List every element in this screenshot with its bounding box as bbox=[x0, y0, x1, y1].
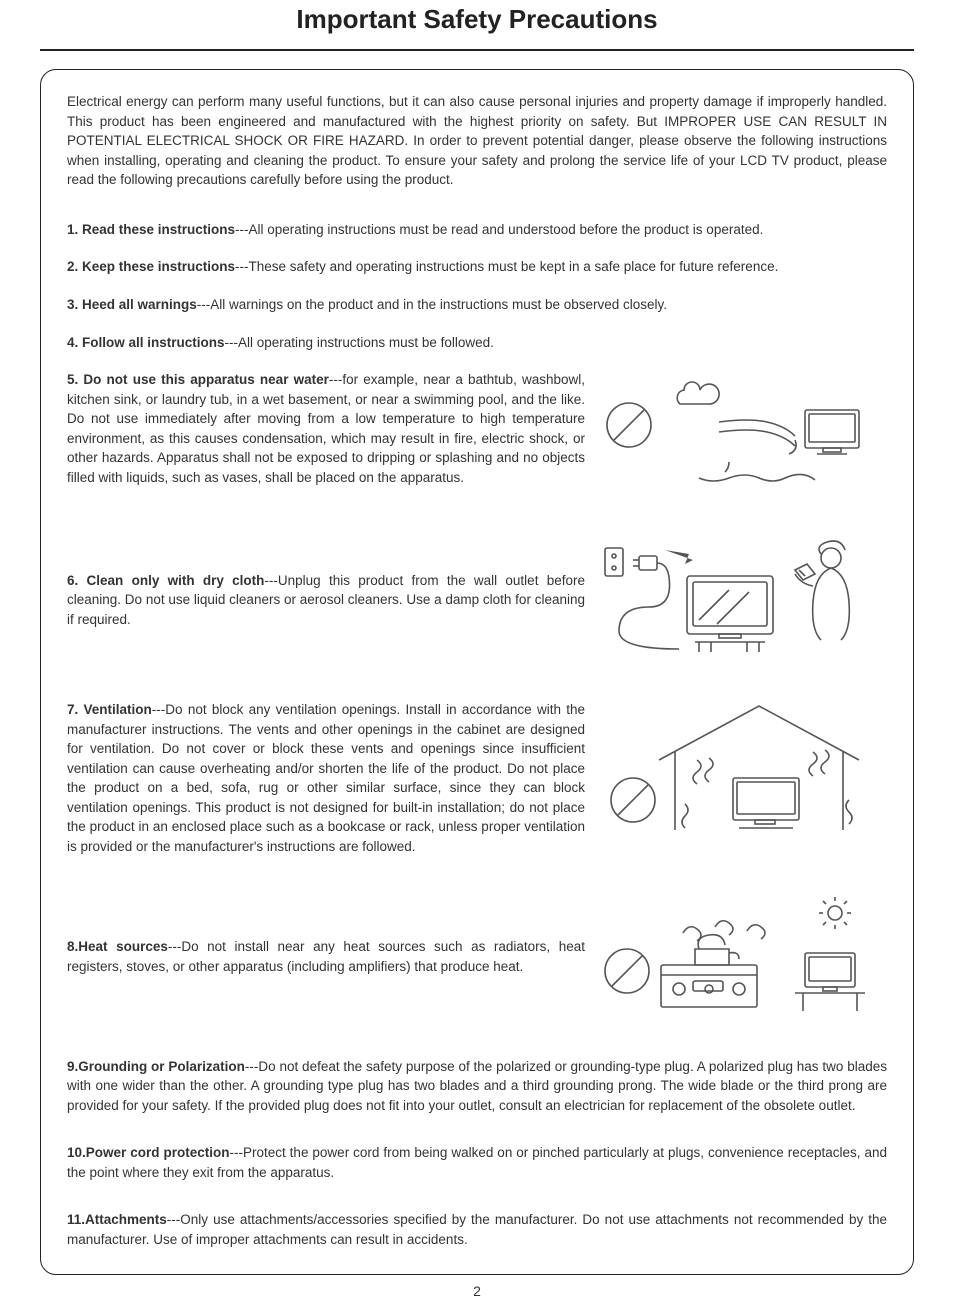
item-5: 5. Do not use this apparatus near water-… bbox=[67, 370, 887, 500]
item-4: 4. Follow all instructions---All operati… bbox=[67, 333, 887, 353]
item-2-body: ---These safety and operating instructio… bbox=[235, 259, 778, 274]
item-5-text: 5. Do not use this apparatus near water-… bbox=[67, 370, 585, 487]
item-2-text: 2. Keep these instructions---These safet… bbox=[67, 257, 887, 277]
item-3: 3. Heed all warnings---All warnings on t… bbox=[67, 295, 887, 315]
item-1-body: ---All operating instructions must be re… bbox=[235, 222, 763, 237]
item-4-lead: 4. Follow all instructions bbox=[67, 335, 225, 350]
item-1: 1. Read these instructions---All operati… bbox=[67, 220, 887, 240]
item-10: 10.Power cord protection---Protect the p… bbox=[67, 1143, 887, 1182]
item-7: 7. Ventilation---Do not block any ventil… bbox=[67, 700, 887, 857]
page-number: 2 bbox=[0, 1283, 954, 1307]
item-6-text: 6. Clean only with dry cloth---Unplug th… bbox=[67, 571, 585, 630]
item-8-lead: 8.Heat sources bbox=[67, 939, 168, 954]
item-9: 9.Grounding or Polarization---Do not def… bbox=[67, 1057, 887, 1116]
item-5-lead: 5. Do not use this apparatus near water bbox=[67, 372, 329, 387]
item-7-body: ---Do not block any ventilation openings… bbox=[67, 702, 585, 854]
item-1-text: 1. Read these instructions---All operati… bbox=[67, 220, 887, 240]
item-11: 11.Attachments---Only use attachments/ac… bbox=[67, 1210, 887, 1249]
item-2-lead: 2. Keep these instructions bbox=[67, 259, 235, 274]
item-10-lead: 10.Power cord protection bbox=[67, 1145, 229, 1160]
intro-paragraph: Electrical energy can perform many usefu… bbox=[67, 92, 887, 190]
item-3-text: 3. Heed all warnings---All warnings on t… bbox=[67, 295, 887, 315]
item-1-lead: 1. Read these instructions bbox=[67, 222, 235, 237]
item-10-text: 10.Power cord protection---Protect the p… bbox=[67, 1143, 887, 1182]
item-11-body: ---Only use attachments/accessories spec… bbox=[67, 1212, 887, 1247]
item-8-text: 8.Heat sources---Do not install near any… bbox=[67, 937, 585, 976]
item-11-lead: 11.Attachments bbox=[67, 1212, 167, 1227]
item-8: 8.Heat sources---Do not install near any… bbox=[67, 897, 887, 1017]
item-4-body: ---All operating instructions must be fo… bbox=[225, 335, 494, 350]
item-7-lead: 7. Ventilation bbox=[67, 702, 152, 717]
illustration-heat bbox=[599, 897, 865, 1017]
item-2: 2. Keep these instructions---These safet… bbox=[67, 257, 887, 277]
illustration-clean bbox=[599, 540, 865, 660]
item-4-text: 4. Follow all instructions---All operati… bbox=[67, 333, 887, 353]
illustration-vent bbox=[599, 700, 865, 840]
item-5-body: ---for example, near a bathtub, washbowl… bbox=[67, 372, 585, 485]
item-3-lead: 3. Heed all warnings bbox=[67, 297, 197, 312]
item-3-body: ---All warnings on the product and in th… bbox=[197, 297, 667, 312]
item-11-text: 11.Attachments---Only use attachments/ac… bbox=[67, 1210, 887, 1249]
item-6: 6. Clean only with dry cloth---Unplug th… bbox=[67, 540, 887, 660]
item-9-lead: 9.Grounding or Polarization bbox=[67, 1059, 245, 1074]
item-9-text: 9.Grounding or Polarization---Do not def… bbox=[67, 1057, 887, 1116]
item-7-text: 7. Ventilation---Do not block any ventil… bbox=[67, 700, 585, 857]
item-6-lead: 6. Clean only with dry cloth bbox=[67, 573, 264, 588]
content-frame: Electrical energy can perform many usefu… bbox=[40, 69, 914, 1275]
page-title: Important Safety Precautions bbox=[40, 0, 914, 51]
illustration-water bbox=[599, 370, 865, 500]
